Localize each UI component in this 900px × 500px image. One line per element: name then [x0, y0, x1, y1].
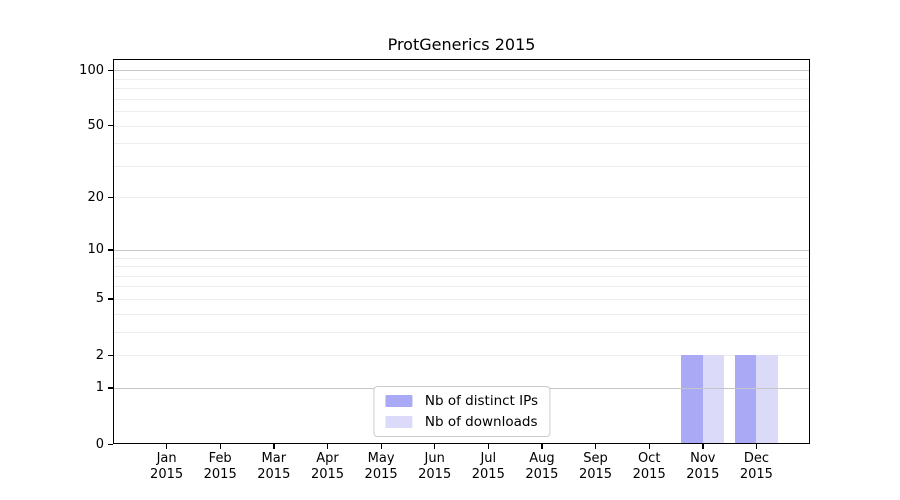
x-tick	[648, 444, 650, 449]
x-tick	[273, 444, 275, 449]
x-tick-label: Jan 2015	[150, 451, 184, 482]
legend-item-downloads: Nb of downloads	[384, 414, 538, 430]
x-tick-label: Jul 2015	[471, 451, 505, 482]
y-tick	[107, 249, 113, 251]
x-tick	[219, 444, 221, 449]
chart-title: ProtGenerics 2015	[387, 35, 536, 54]
y-tick-label: 20	[87, 189, 104, 205]
x-tick-label: Sep 2015	[578, 451, 613, 482]
legend-item-distinct-ips: Nb of distinct IPs	[384, 393, 539, 409]
x-tick	[434, 444, 436, 449]
y-gridline-minor	[113, 355, 810, 356]
y-gridline-minor	[113, 313, 810, 315]
y-gridline-minor	[113, 125, 810, 127]
x-tick-label: Feb 2015	[203, 451, 237, 482]
x-tick	[166, 444, 168, 449]
y-gridline-major	[113, 249, 810, 251]
legend-swatch-distinct-ips	[384, 395, 412, 407]
y-tick	[107, 354, 113, 356]
x-tick	[595, 444, 597, 449]
x-tick-label: Jun 2015	[418, 451, 452, 482]
bar-downloads	[702, 355, 725, 444]
y-tick-label: 2	[95, 347, 104, 363]
legend-label-distinct-ips: Nb of distinct IPs	[424, 393, 539, 409]
plot-area: Nb of distinct IPs Nb of downloads	[113, 59, 810, 444]
y-gridline-minor	[113, 275, 810, 277]
y-tick	[107, 298, 113, 300]
y-gridline-minor	[113, 331, 810, 333]
y-gridline-minor	[113, 298, 810, 300]
bar-distinct-ips	[734, 355, 757, 444]
legend: Nb of distinct IPs Nb of downloads	[372, 386, 551, 437]
x-tick-label: Nov 2015	[686, 451, 720, 482]
y-tick-label: 10	[87, 242, 104, 258]
x-tick	[755, 444, 758, 449]
x-tick-label: Apr 2015	[310, 451, 345, 482]
y-gridline-minor	[113, 78, 810, 80]
x-tick	[487, 444, 490, 449]
x-tick-label: Oct 2015	[632, 451, 666, 482]
y-gridline-minor	[113, 257, 810, 259]
y-gridline-minor	[113, 143, 810, 145]
x-tick-label: Dec 2015	[739, 451, 773, 482]
y-tick-label: 50	[87, 118, 104, 134]
y-gridline-minor	[113, 286, 810, 288]
legend-swatch-downloads	[384, 416, 412, 428]
y-gridline-minor	[113, 111, 810, 113]
y-gridline-minor	[113, 266, 810, 267]
y-tick	[107, 125, 113, 127]
y-gridline-minor	[113, 197, 810, 199]
x-tick	[702, 444, 704, 449]
x-tick-label: May 2015	[364, 451, 398, 482]
y-tick-label: 1	[95, 380, 104, 396]
bar-downloads	[756, 355, 778, 444]
y-tick-label: 0	[95, 436, 104, 452]
y-tick	[107, 387, 113, 389]
x-tick-label: Aug 2015	[525, 451, 559, 482]
y-tick	[107, 443, 113, 445]
y-gridline-minor	[113, 88, 810, 90]
x-tick	[541, 444, 543, 449]
x-tick-label: Mar 2015	[257, 451, 291, 482]
y-tick	[107, 196, 113, 199]
y-gridline-minor	[113, 98, 810, 100]
y-tick-label: 100	[79, 62, 104, 78]
x-tick	[327, 444, 329, 449]
bar-distinct-ips	[681, 355, 703, 444]
y-tick-label: 5	[95, 291, 104, 307]
x-tick	[380, 444, 382, 449]
y-tick	[107, 69, 113, 71]
legend-label-downloads: Nb of downloads	[424, 414, 538, 430]
y-gridline-minor	[113, 165, 810, 167]
y-gridline-major	[113, 70, 810, 72]
